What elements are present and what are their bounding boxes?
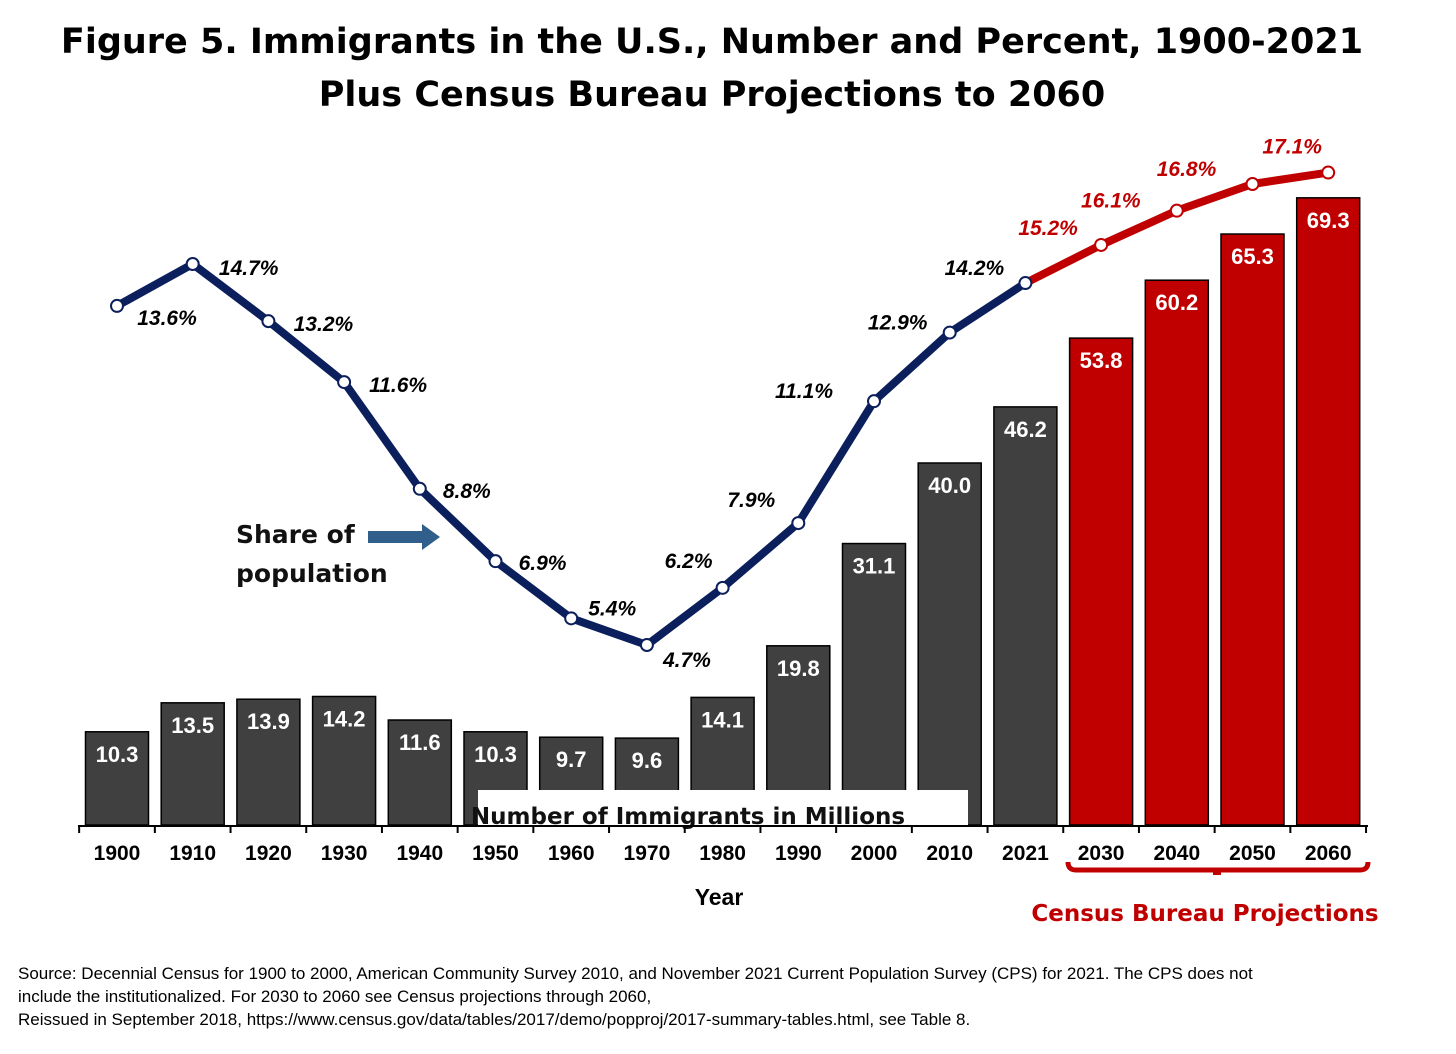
bar-label-1960: 9.7 (556, 747, 587, 772)
line-label-1: Share of (236, 520, 356, 549)
bar-2040 (1144, 279, 1210, 826)
x-tick-1910: 1910 (169, 842, 216, 865)
source-line-1: Source: Decennial Census for 1900 to 200… (18, 964, 1253, 983)
bar-1930 (311, 695, 377, 826)
bar-label-1990: 19.8 (777, 656, 820, 681)
x-tick-2010: 2010 (926, 842, 973, 865)
share-point-1960 (564, 611, 579, 626)
chart-subtitle: Plus Census Bureau Projections to 2060 (319, 75, 1106, 115)
x-axis: 1900 1910 1920 1930 1940 1950 1960 1970 1980 1990… (78, 825, 1368, 865)
bar-label-1910: 13.5 (171, 713, 214, 738)
source-line-3: Reissued in September 2018, https://www.… (18, 1010, 970, 1029)
share-label-2050: 16.8% (1157, 158, 1217, 181)
bar-2030 (1068, 337, 1134, 826)
share-point-1970 (639, 638, 654, 652)
bar-label-1980: 14.1 (701, 707, 744, 732)
bar-label-1900: 10.3 (96, 742, 139, 767)
share-label-1950: 6.9% (519, 552, 567, 575)
arrow-icon (368, 524, 440, 550)
bar-label-1930: 14.2 (323, 706, 366, 731)
bar-2050 (1220, 233, 1285, 826)
x-tick-1920: 1920 (245, 842, 292, 865)
x-tick-2050: 2050 (1229, 842, 1276, 865)
share-label-1990: 7.9% (727, 489, 775, 512)
x-tick-2021: 2021 (1002, 842, 1049, 865)
bar-2021 (993, 406, 1058, 826)
share-label-1940: 8.8% (443, 480, 491, 503)
projection-bracket-tip (1213, 870, 1221, 875)
x-tick-1950: 1950 (472, 842, 519, 865)
bar-1910 (160, 702, 225, 826)
share-point-2000 (867, 394, 881, 409)
bar-label-2000: 31.1 (853, 554, 896, 579)
x-tick-1930: 1930 (321, 842, 368, 865)
chart-title: Figure 5. Immigrants in the U.S., Number… (61, 22, 1363, 62)
line-label-2: population (236, 559, 388, 588)
bar-2010 (917, 462, 982, 826)
share-point-1900 (110, 298, 124, 313)
share-point-2010 (942, 325, 957, 340)
share-label-2040: 16.1% (1081, 190, 1141, 213)
share-label-1900: 13.6% (137, 307, 197, 330)
share-label-2021: 14.2% (945, 257, 1005, 280)
share-label-1910: 14.7% (219, 257, 279, 280)
source-line-2: include the institutionalized. For 2030 … (18, 987, 651, 1006)
share-point-1980 (715, 580, 730, 595)
x-tick-2030: 2030 (1078, 842, 1125, 865)
x-tick-1940: 1940 (396, 842, 443, 865)
share-point-2060 (1321, 165, 1336, 180)
share-point-2050 (1245, 176, 1260, 191)
x-tick-1960: 1960 (548, 842, 595, 865)
bar-2060 (1295, 197, 1361, 826)
bar-label-2050: 65.3 (1231, 244, 1274, 269)
share-point-1940 (412, 481, 427, 496)
bar-1900 (84, 731, 150, 826)
bar-label-1950: 10.3 (474, 742, 517, 767)
x-tick-2060: 2060 (1305, 842, 1352, 865)
share-point-1930 (337, 375, 352, 390)
share-point-1950 (488, 554, 503, 569)
x-tick-2000: 2000 (851, 842, 898, 865)
bar-label-2040: 60.2 (1155, 290, 1198, 315)
bar-label-2010: 40.0 (928, 473, 971, 498)
share-label-1970: 4.7% (662, 649, 711, 672)
share-point-1910 (185, 257, 200, 271)
projection-label: Census Bureau Projections (1031, 901, 1378, 927)
x-tick-1980: 1980 (699, 842, 746, 865)
x-tick-1990: 1990 (775, 842, 822, 865)
bar-label-1970: 9.6 (632, 748, 663, 773)
bar-label-1920: 13.9 (247, 709, 290, 734)
bar-2000 (841, 542, 907, 826)
share-label-2010: 12.9% (868, 312, 928, 335)
share-point-1990 (791, 516, 806, 531)
share-label-2060: 17.1% (1262, 136, 1322, 159)
share-label-1980: 6.2% (665, 550, 713, 573)
share-point-2021 (1018, 276, 1033, 291)
share-line: 13.6% 14.7% 13.2% 11.6% 8.8% 6.9% 5.4% 4.7% 6.2%… (110, 136, 1336, 672)
bar-label-2060: 69.3 (1307, 208, 1350, 233)
x-tick-2040: 2040 (1153, 842, 1200, 865)
share-label-1960: 5.4% (588, 597, 636, 620)
share-label-2000: 11.1% (775, 380, 833, 403)
share-label-2030: 15.2% (1018, 217, 1078, 240)
x-tick-1900: 1900 (94, 842, 141, 865)
share-label-1920: 13.2% (294, 313, 354, 336)
x-tick-1970: 1970 (624, 842, 671, 865)
bar-label-2021: 46.2 (1004, 417, 1047, 442)
bar-series-label-box (478, 790, 968, 826)
bars: 10.3 13.5 13.9 14.2 11.6 10.3 9.7 9.6 14.1 19.8 31… (84, 197, 1361, 826)
share-point-2040 (1169, 203, 1184, 218)
x-axis-label: Year (695, 884, 744, 910)
bar-1920 (236, 698, 301, 826)
bar-label-2030: 53.8 (1080, 348, 1123, 373)
bar-label-1940: 11.6 (399, 730, 441, 755)
share-point-2030 (1094, 237, 1109, 252)
share-point-1920 (261, 314, 276, 329)
share-label-1930: 11.6% (369, 374, 427, 397)
